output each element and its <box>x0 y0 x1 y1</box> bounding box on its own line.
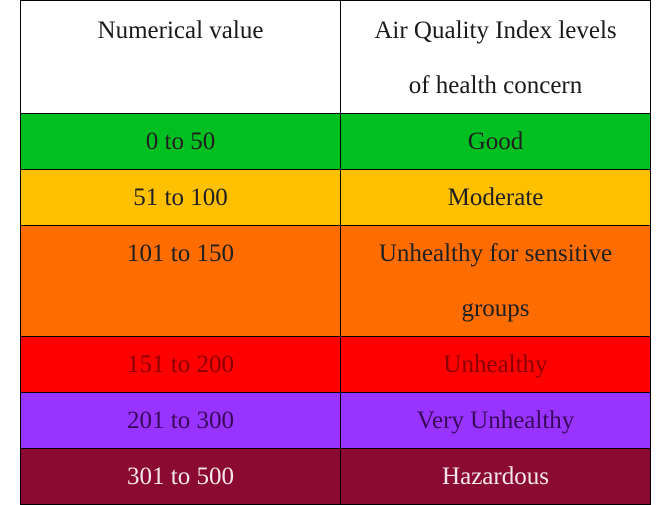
range-cell: 0 to 50 <box>20 113 341 170</box>
range-cell: 51 to 100 <box>20 169 341 226</box>
table-row-moderate: 51 to 100 Moderate <box>20 169 651 226</box>
aqi-table: Numerical value Air Quality Index levels… <box>20 0 651 505</box>
level-line2: groups <box>461 295 530 322</box>
level-line1: Unhealthy for sensitive <box>378 240 613 267</box>
header-aqi-levels-line1: Air Quality Index levels <box>374 17 617 44</box>
level-cell: Unhealthy for sensitive groups <box>340 225 651 337</box>
range-cell: 201 to 300 <box>20 392 341 449</box>
range-cell: 151 to 200 <box>20 336 341 393</box>
range-cell: 301 to 500 <box>20 448 341 505</box>
range-cell: 101 to 150 <box>20 225 341 337</box>
table-row-very-unhealthy: 201 to 300 Very Unhealthy <box>20 392 651 449</box>
level-cell: Good <box>340 113 651 170</box>
level-cell: Unhealthy <box>340 336 651 393</box>
header-numerical-value-text: Numerical value <box>97 17 264 44</box>
level-cell: Hazardous <box>340 448 651 505</box>
header-numerical-value: Numerical value <box>20 0 341 114</box>
table-row-unhealthy-sensitive: 101 to 150 Unhealthy for sensitive group… <box>20 225 651 337</box>
header-aqi-levels-line2: of health concern <box>408 72 583 99</box>
table-row-hazardous: 301 to 500 Hazardous <box>20 448 651 505</box>
table-row-good: 0 to 50 Good <box>20 113 651 170</box>
header-row: Numerical value Air Quality Index levels… <box>20 0 651 114</box>
header-aqi-levels: Air Quality Index levels of health conce… <box>340 0 651 114</box>
level-cell: Moderate <box>340 169 651 226</box>
table-row-unhealthy: 151 to 200 Unhealthy <box>20 336 651 393</box>
level-cell: Very Unhealthy <box>340 392 651 449</box>
